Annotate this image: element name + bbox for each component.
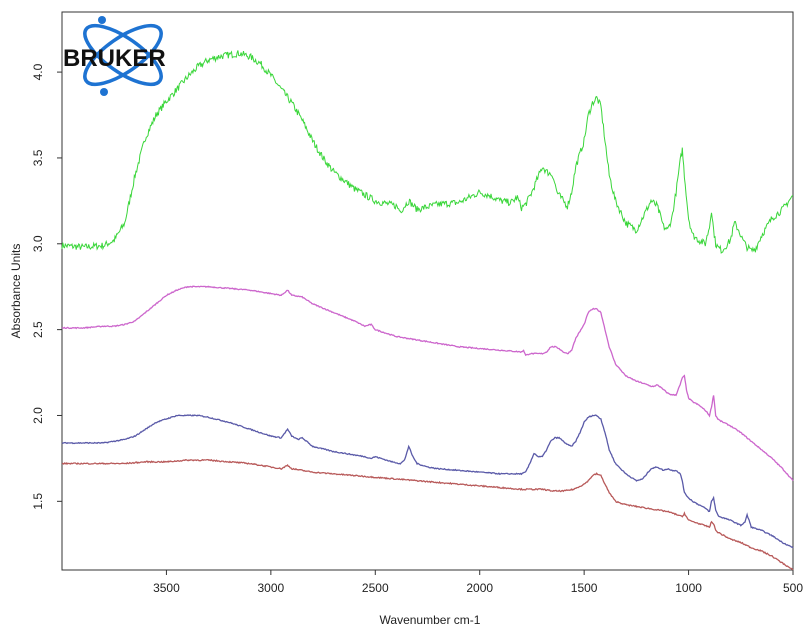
bruker-logo: BRUKER xyxy=(63,16,166,96)
y-tick-label: 3.5 xyxy=(31,149,45,166)
x-tick-label: 2000 xyxy=(466,581,493,595)
logo-text: BRUKER xyxy=(63,45,166,72)
y-tick-label: 3.0 xyxy=(31,235,45,252)
plot-frame xyxy=(61,11,794,571)
atom-orbit-icon xyxy=(83,16,163,96)
x-tick-label: 1000 xyxy=(675,581,702,595)
x-axis: 3500 3000 2500 2000 1500 1000 500 xyxy=(153,570,803,595)
series-layer xyxy=(61,50,794,571)
series-line-4 xyxy=(61,458,794,571)
x-tick-label: 2500 xyxy=(362,581,389,595)
y-tick-label: 1.5 xyxy=(31,493,45,510)
y-axis-title: Absorbance Units xyxy=(9,244,23,339)
y-axis: 1.5 2.0 2.5 3.0 3.5 4.0 xyxy=(31,63,62,510)
y-tick-label: 2.5 xyxy=(31,321,45,338)
x-tick-label: 1500 xyxy=(571,581,598,595)
series-line-3 xyxy=(61,414,794,549)
y-tick-label: 4.0 xyxy=(31,63,45,80)
x-tick-label: 3500 xyxy=(153,581,180,595)
series-line-2 xyxy=(61,285,794,482)
x-tick-label: 3000 xyxy=(258,581,285,595)
y-tick-label: 2.0 xyxy=(31,407,45,424)
x-tick-label: 500 xyxy=(783,581,803,595)
x-axis-title: Wavenumber cm-1 xyxy=(380,613,481,627)
series-line-1 xyxy=(61,50,794,254)
